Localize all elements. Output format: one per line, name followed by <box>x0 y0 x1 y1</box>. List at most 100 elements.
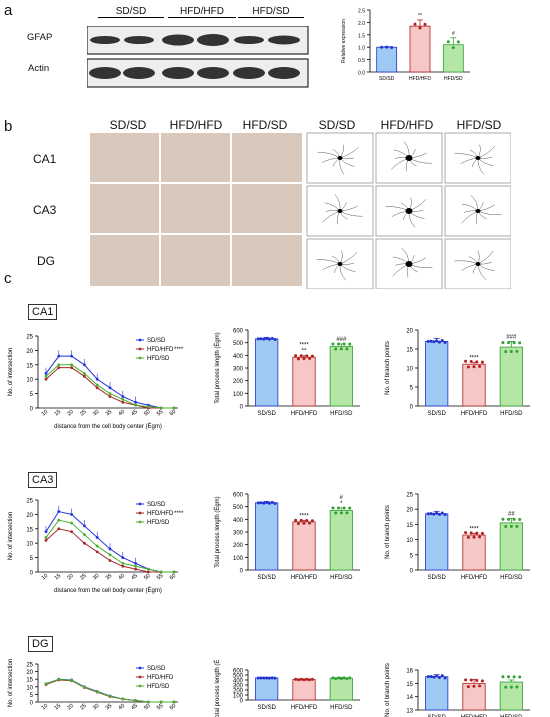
data-point <box>108 392 112 395</box>
data-point <box>429 512 433 516</box>
data-point <box>121 400 125 404</box>
data-point <box>121 397 125 401</box>
data-point <box>147 567 150 571</box>
data-point <box>302 678 306 682</box>
y-tick-label: 0 <box>240 699 244 705</box>
y-tick-label: 10 <box>26 542 33 548</box>
y-tick-label: 400 <box>233 518 244 524</box>
x-tick-label: HFD/SD <box>444 76 463 82</box>
series-line-0 <box>45 678 174 703</box>
y-tick-label: 0 <box>30 701 34 707</box>
data-point <box>44 682 48 686</box>
data-point <box>512 517 516 521</box>
soma <box>337 262 343 266</box>
significance-mark: ### <box>506 334 517 340</box>
y-tick-label: 100 <box>233 694 244 700</box>
soma <box>405 208 413 214</box>
data-point <box>147 405 150 408</box>
legend-label: SD/SD <box>147 666 166 672</box>
data-point <box>308 521 312 525</box>
data-point <box>95 690 99 694</box>
data-point <box>270 676 274 680</box>
y-tick-label: 14 <box>406 695 413 701</box>
x-tick-label: 10 <box>41 409 50 418</box>
data-point <box>339 347 343 351</box>
data-point <box>294 354 298 358</box>
data-point <box>57 366 61 370</box>
data-point <box>256 337 260 341</box>
legend-marker <box>138 511 142 515</box>
micrograph-ca1-hfdsd <box>231 132 303 183</box>
bar-0 <box>425 513 449 571</box>
data-point <box>108 553 112 557</box>
data-point <box>348 506 352 510</box>
x-tick-label: HFD/SD <box>330 411 353 417</box>
data-point <box>418 26 422 30</box>
data-point <box>423 22 427 26</box>
data-point <box>478 535 482 539</box>
y-axis-label: No. of intersection <box>8 659 14 707</box>
data-point <box>95 544 99 548</box>
data-point <box>440 511 444 515</box>
data-point <box>515 349 519 353</box>
data-point <box>509 350 513 354</box>
y-tick-label: 300 <box>233 367 244 373</box>
panel-label-a: a <box>4 2 13 19</box>
data-point <box>331 506 335 510</box>
data-point <box>134 567 138 571</box>
data-point <box>518 341 522 345</box>
x-tick-label: 55 <box>156 409 165 418</box>
data-point <box>70 530 73 534</box>
x-tick-label: HFD/SD <box>330 575 353 581</box>
data-point <box>134 403 138 407</box>
data-point <box>134 400 138 404</box>
x-tick-label: 40 <box>118 573 127 582</box>
x-tick-label: HFD/HFD <box>409 76 431 82</box>
data-point <box>480 679 484 683</box>
data-point <box>504 524 508 528</box>
region-label-ca3: CA3 <box>33 203 57 217</box>
data-point <box>83 524 86 528</box>
y-tick-label: 15 <box>406 348 413 354</box>
data-point <box>108 395 112 398</box>
data-point <box>83 685 86 689</box>
data-point <box>437 676 441 680</box>
data-point <box>256 501 260 505</box>
data-point <box>440 674 444 678</box>
data-point <box>469 531 473 535</box>
data-point <box>302 521 306 525</box>
morph-header-hfdsd: HFD/SD <box>456 118 502 132</box>
y-axis-label: No. of branch points <box>385 663 391 717</box>
y-tick-label: 15 <box>26 527 33 533</box>
data-point <box>44 530 48 534</box>
data-point <box>507 341 511 345</box>
data-point <box>95 377 99 381</box>
data-point <box>456 40 460 44</box>
data-point <box>296 521 300 525</box>
y-axis-label: Relative expression <box>341 19 347 63</box>
data-point <box>342 342 346 346</box>
significance-mark: # <box>340 495 344 501</box>
x-tick-label: HFD/SD <box>500 715 523 717</box>
legend-label: HFD/SD <box>147 356 170 362</box>
bar-0 <box>425 676 449 711</box>
region-label-dg: DG <box>37 254 55 268</box>
series-line-1 <box>45 528 174 573</box>
data-point <box>390 45 394 49</box>
data-point <box>478 364 482 368</box>
y-tick-label: 5 <box>30 392 34 398</box>
data-point <box>70 513 73 516</box>
data-point <box>512 675 516 679</box>
soma <box>475 209 481 213</box>
bar-1 <box>462 534 486 571</box>
data-point <box>310 519 314 523</box>
region-box-dg: DG <box>28 636 53 652</box>
region-box-ca1: CA1 <box>28 304 58 320</box>
data-point <box>95 386 99 390</box>
data-point <box>83 372 86 375</box>
data-point <box>501 517 505 521</box>
data-point <box>509 524 513 528</box>
y-axis-label: Total process length (Ëgm) <box>214 332 221 403</box>
data-point <box>518 675 522 679</box>
